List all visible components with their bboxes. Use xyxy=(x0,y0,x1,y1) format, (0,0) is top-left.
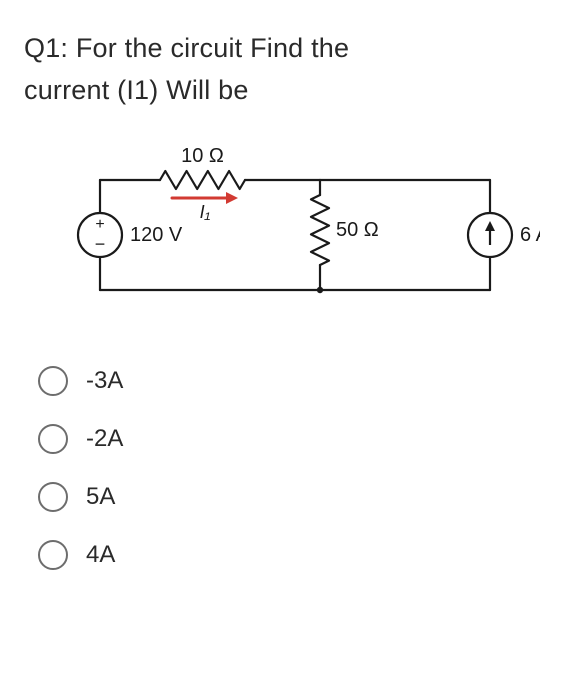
option-label: 4A xyxy=(86,541,115,569)
svg-text:+: + xyxy=(95,216,104,233)
option-label: -2A xyxy=(86,425,123,453)
option-label: -3A xyxy=(86,367,123,395)
answer-options: -3A -2A 5A 4A xyxy=(38,366,538,570)
option-c[interactable]: 5A xyxy=(38,482,538,512)
svg-text:6 A: 6 A xyxy=(520,224,540,246)
svg-text:120 V: 120 V xyxy=(130,224,183,246)
option-label: 5A xyxy=(86,483,115,511)
svg-text:50 Ω: 50 Ω xyxy=(336,219,379,241)
option-a[interactable]: -3A xyxy=(38,366,538,396)
question-line2: current (I1) Will be xyxy=(24,75,249,105)
radio-icon xyxy=(38,424,68,454)
svg-text:10 Ω: 10 Ω xyxy=(181,145,224,167)
option-b[interactable]: -2A xyxy=(38,424,538,454)
radio-icon xyxy=(38,366,68,396)
question-text: Q1: For the circuit Find the current (I1… xyxy=(24,28,538,112)
question-line1: Q1: For the circuit Find the xyxy=(24,33,349,63)
option-d[interactable]: 4A xyxy=(38,540,538,570)
svg-text:I₁: I₁ xyxy=(200,202,211,222)
radio-icon xyxy=(38,482,68,512)
svg-text:−: − xyxy=(95,234,106,254)
question-page: Q1: For the circuit Find the current (I1… xyxy=(0,0,562,697)
circuit-diagram: +− 120 V 6 A 10 Ω 50 Ω I₁ xyxy=(60,140,540,330)
radio-icon xyxy=(38,540,68,570)
